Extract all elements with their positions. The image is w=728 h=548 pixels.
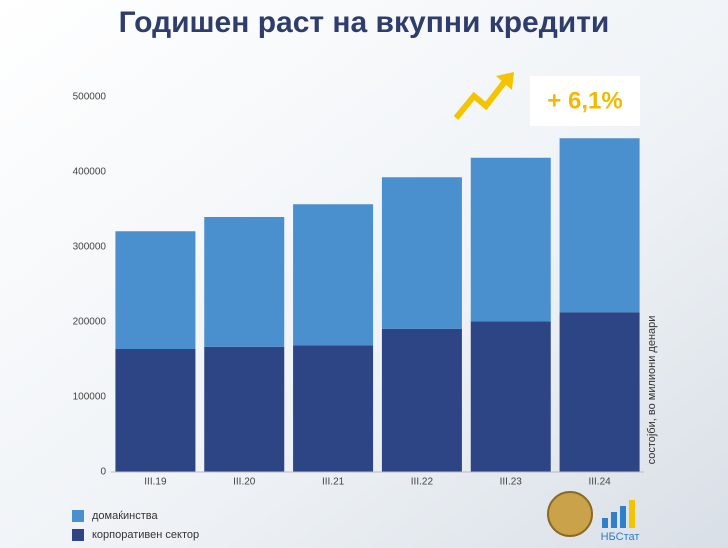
y-tick-label: 100000 — [73, 392, 107, 403]
annotation: + 6,1% — [547, 87, 622, 114]
x-tick-label: III.23 — [500, 477, 523, 488]
y-axis-label: состојби, во милиони денари — [646, 316, 658, 465]
bar-segment — [115, 349, 196, 472]
logo-bar — [629, 500, 635, 528]
arrow-head — [496, 72, 514, 90]
annotation-box — [530, 76, 640, 126]
y-tick-label: 0 — [100, 467, 106, 478]
legend-swatch — [72, 510, 84, 522]
x-tick-label: III.22 — [411, 477, 434, 488]
bar-segment — [381, 177, 462, 329]
logo-text: НБСтат — [601, 531, 640, 543]
logo-bar — [620, 506, 626, 528]
y-tick-label: 200000 — [73, 317, 107, 328]
bar-segment — [470, 321, 551, 472]
bar-segment — [115, 231, 196, 349]
chart-title: Годишен раст на вкупни кредити — [119, 6, 610, 39]
y-tick-label: 500000 — [73, 92, 107, 103]
bar-segment — [204, 217, 285, 347]
y-tick-label: 400000 — [73, 167, 107, 178]
x-tick-label: III.19 — [144, 477, 167, 488]
legend-label: домаќинства — [92, 510, 159, 522]
legend-swatch — [72, 529, 84, 541]
bar-segment — [293, 345, 374, 472]
bar-segment — [204, 346, 285, 472]
x-tick-label: III.21 — [322, 477, 345, 488]
legend-label: корпоративен сектор — [92, 529, 199, 541]
x-tick-label: III.20 — [233, 477, 256, 488]
bar-segment — [559, 138, 640, 313]
y-tick-label: 300000 — [73, 242, 107, 253]
coin-logo — [547, 491, 593, 537]
bar-segment — [381, 328, 462, 472]
logo-bar — [611, 512, 617, 528]
logo-bar — [602, 518, 608, 528]
bar-segment — [559, 312, 640, 472]
trend-arrow — [453, 78, 509, 120]
bar-segment — [293, 204, 374, 346]
x-tick-label: III.24 — [588, 477, 611, 488]
bar-segment — [470, 157, 551, 322]
